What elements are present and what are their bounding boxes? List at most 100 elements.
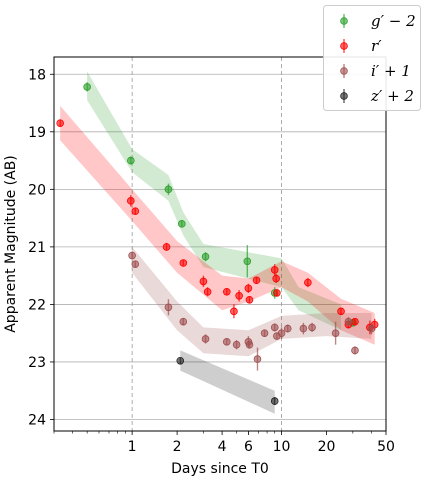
- model-band: [60, 105, 375, 345]
- x-tick-label: 4: [218, 439, 227, 455]
- x-tick-label: 6: [244, 439, 253, 455]
- y-tick-label: 23: [28, 355, 46, 371]
- marker: [270, 266, 279, 274]
- data-point: [199, 275, 208, 288]
- data-point: [283, 324, 292, 333]
- marker: [230, 307, 238, 316]
- legend-entry: g′ − 2: [340, 12, 416, 30]
- marker: [56, 119, 64, 127]
- legend-marker: [340, 17, 348, 25]
- marker: [222, 287, 231, 296]
- marker: [367, 324, 376, 333]
- marker: [260, 329, 269, 337]
- marker: [222, 338, 231, 346]
- data-point: [270, 264, 279, 276]
- marker: [277, 329, 286, 337]
- data-point: [260, 329, 269, 337]
- y-tick-label: 22: [28, 297, 46, 313]
- marker: [283, 324, 292, 333]
- marker: [83, 83, 91, 91]
- marker: [178, 220, 186, 228]
- data-point: [201, 334, 210, 344]
- marker: [337, 307, 345, 316]
- data-point: [245, 296, 254, 304]
- x-tick-label: 10: [273, 439, 291, 455]
- data-point: [164, 299, 173, 316]
- legend-entry: z′ + 2: [340, 87, 414, 105]
- legend-label: r′: [371, 37, 382, 55]
- data-point: [56, 119, 64, 127]
- marker: [203, 287, 212, 296]
- data-point: [270, 323, 279, 332]
- marker: [127, 156, 135, 165]
- data-point: [230, 304, 238, 319]
- data-point: [272, 273, 280, 284]
- marker: [252, 276, 261, 285]
- marker: [245, 340, 254, 349]
- legend-entry: r′: [340, 37, 382, 55]
- marker: [131, 260, 140, 268]
- x-tick-label: 2: [173, 439, 182, 455]
- legend-marker: [340, 67, 348, 75]
- data-point: [351, 346, 359, 355]
- marker: [351, 317, 359, 326]
- y-tick-label: 20: [28, 182, 46, 198]
- data-point: [337, 307, 345, 316]
- marker: [127, 197, 135, 205]
- data-point: [83, 82, 91, 92]
- marker: [304, 278, 312, 287]
- data-point: [128, 251, 136, 260]
- data-point: [277, 327, 286, 339]
- data-point: [178, 220, 186, 228]
- marker: [179, 317, 188, 326]
- data-point: [273, 289, 281, 297]
- data-point: [201, 252, 210, 262]
- marker: [253, 355, 262, 363]
- marker: [199, 277, 208, 286]
- marker: [344, 317, 353, 326]
- data-point: [179, 317, 188, 326]
- legend-label: g′ − 2: [371, 12, 416, 30]
- marker: [164, 303, 173, 312]
- marker: [308, 323, 316, 332]
- data-point: [127, 156, 135, 165]
- marker: [272, 274, 280, 283]
- x-tick-label: 20: [318, 439, 336, 455]
- marker: [179, 259, 188, 267]
- legend-entry: i′ + 1: [340, 62, 411, 80]
- marker: [176, 357, 185, 365]
- data-point: [299, 322, 308, 335]
- data-point: [331, 321, 340, 345]
- data-point: [176, 357, 185, 365]
- model-band: [180, 350, 275, 414]
- marker: [201, 335, 210, 343]
- data-point: [235, 290, 243, 302]
- data-point: [179, 259, 188, 267]
- plot-frame: [53, 56, 387, 432]
- data-point: [222, 287, 231, 296]
- y-tick-label: 21: [28, 240, 46, 256]
- data-point: [304, 277, 312, 288]
- marker: [128, 251, 136, 260]
- marker: [331, 329, 340, 337]
- y-tick-label: 18: [28, 67, 46, 83]
- y-axis-label: Apparent Magnitude (AB): [3, 155, 19, 333]
- plot-area: [54, 57, 386, 431]
- data-point: [367, 322, 376, 335]
- legend-marker: [340, 92, 348, 100]
- data-point: [127, 195, 135, 207]
- data-point: [245, 340, 254, 349]
- x-axis-label: Days since T0: [171, 461, 269, 477]
- y-axis: 18 19 20 21 22 23 24: [28, 67, 54, 428]
- data-point: [131, 207, 140, 216]
- data-point: [203, 287, 212, 297]
- data-point: [252, 276, 261, 285]
- data-point: [232, 340, 241, 350]
- marker: [273, 289, 281, 297]
- legend-label: z′ + 2: [370, 87, 414, 105]
- x-tick-label: 1: [128, 439, 137, 455]
- data-point: [222, 338, 231, 346]
- marker: [235, 291, 243, 300]
- legend-marker: [340, 42, 348, 50]
- data-point: [270, 397, 279, 406]
